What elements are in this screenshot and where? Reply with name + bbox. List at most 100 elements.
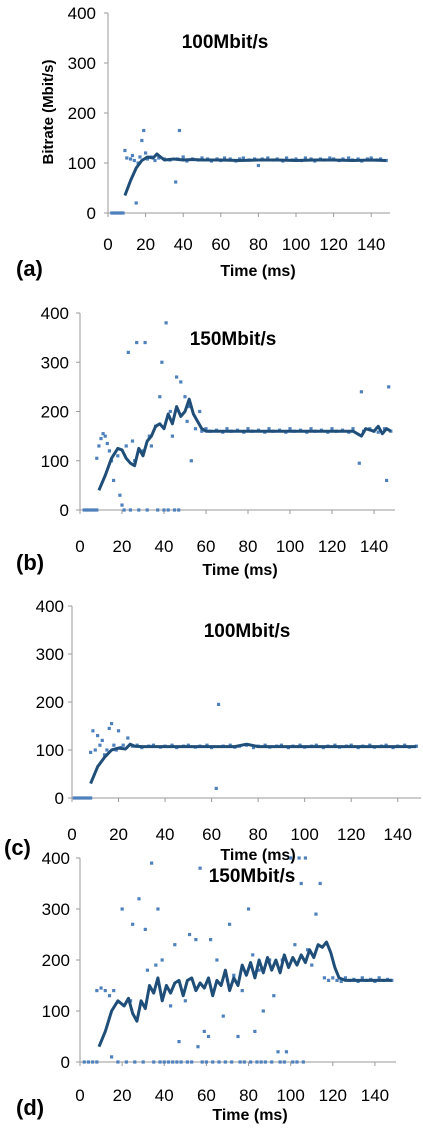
data-point: [343, 976, 348, 980]
data-point: [301, 1060, 305, 1064]
data-point: [95, 1060, 99, 1064]
data-point: [242, 1060, 246, 1064]
data-point: [156, 907, 160, 911]
data-point: [193, 427, 198, 431]
data-point: [174, 180, 178, 184]
data-point: [255, 1060, 259, 1064]
y-tick-label: 200: [42, 951, 70, 970]
x-tick-label: 40: [156, 825, 175, 844]
data-point: [82, 508, 86, 512]
x-tick-label: 100: [290, 825, 318, 844]
data-point: [225, 427, 229, 431]
x-axis-label: Time (ms): [212, 1107, 287, 1124]
data-point: [257, 968, 261, 972]
data-point: [100, 738, 104, 742]
data-point: [120, 907, 124, 911]
data-point: [112, 211, 116, 215]
data-point: [164, 321, 168, 325]
series-line: [97, 940, 392, 1048]
x-tick-label: 0: [75, 537, 84, 556]
data-point: [132, 158, 136, 163]
data-point: [241, 156, 245, 160]
data-point: [179, 1060, 183, 1064]
data-point: [112, 989, 116, 993]
data-point: [318, 881, 322, 886]
data-point: [253, 1029, 257, 1033]
x-tick-label: 80: [249, 825, 268, 844]
data-point: [256, 163, 260, 168]
data-point: [263, 1060, 267, 1064]
data-point: [89, 796, 93, 800]
data-point: [131, 922, 135, 926]
panel-label: (a): [16, 256, 43, 281]
data-point: [109, 722, 114, 726]
chart-title: 100Mbit/s: [204, 621, 291, 642]
data-point: [299, 881, 303, 886]
data-point: [91, 508, 95, 512]
data-point: [149, 444, 153, 448]
data-point: [124, 1060, 128, 1064]
data-point: [303, 156, 307, 160]
y-tick-label: 300: [36, 645, 64, 664]
data-point: [72, 796, 76, 800]
data-point: [385, 478, 389, 483]
data-point: [187, 404, 191, 409]
data-point: [183, 999, 187, 1003]
x-tick-label: 80: [249, 235, 268, 254]
data-point: [75, 796, 79, 800]
data-point: [86, 508, 90, 512]
x-tick-label: 0: [75, 1086, 84, 1105]
data-point: [249, 1060, 253, 1064]
data-point: [200, 156, 204, 160]
data-point: [162, 508, 166, 512]
x-tick-label: 0: [67, 825, 76, 844]
data-point: [384, 158, 388, 163]
data-point: [130, 439, 135, 443]
data-point: [278, 1060, 282, 1064]
data-point: [215, 958, 219, 962]
data-point: [105, 748, 109, 752]
panel-label: (b): [16, 550, 44, 575]
series-line: [89, 742, 417, 785]
x-tick-label: 20: [113, 537, 132, 556]
data-point: [77, 796, 81, 800]
data-point: [357, 461, 361, 465]
data-point: [117, 211, 121, 215]
data-point: [382, 427, 387, 431]
chart-title: 150Mbit/s: [190, 329, 277, 350]
data-point: [110, 1055, 114, 1059]
y-tick-label: 400: [41, 304, 69, 323]
data-point: [95, 456, 99, 460]
data-point: [142, 128, 146, 133]
data-point: [121, 211, 125, 215]
chart-title: 100Mbit/s: [182, 32, 269, 53]
data-point: [140, 138, 144, 143]
data-point: [240, 989, 244, 993]
y-tick-label: 0: [55, 789, 64, 808]
y-axis-label: Bitrate (Mbit/s): [40, 59, 57, 164]
data-point: [158, 395, 162, 399]
data-point: [198, 409, 202, 414]
data-point: [310, 963, 314, 967]
data-point: [351, 427, 355, 431]
data-point: [107, 994, 112, 998]
data-point: [295, 1060, 299, 1064]
data-point: [102, 753, 107, 757]
y-tick-label: 400: [68, 4, 96, 23]
data-point: [160, 360, 164, 364]
data-point: [145, 157, 150, 161]
data-point: [288, 427, 292, 431]
data-point: [122, 508, 126, 512]
data-point: [112, 478, 116, 483]
x-tick-label: 40: [155, 537, 174, 556]
x-tick-label: 0: [103, 235, 112, 254]
data-point: [162, 1060, 166, 1064]
data-point: [194, 938, 198, 942]
y-tick-label: 300: [41, 353, 69, 372]
data-point: [105, 441, 109, 446]
data-point: [97, 444, 101, 448]
data-point: [110, 211, 114, 215]
data-point: [179, 380, 183, 384]
data-point: [112, 743, 116, 747]
data-point: [137, 897, 141, 901]
